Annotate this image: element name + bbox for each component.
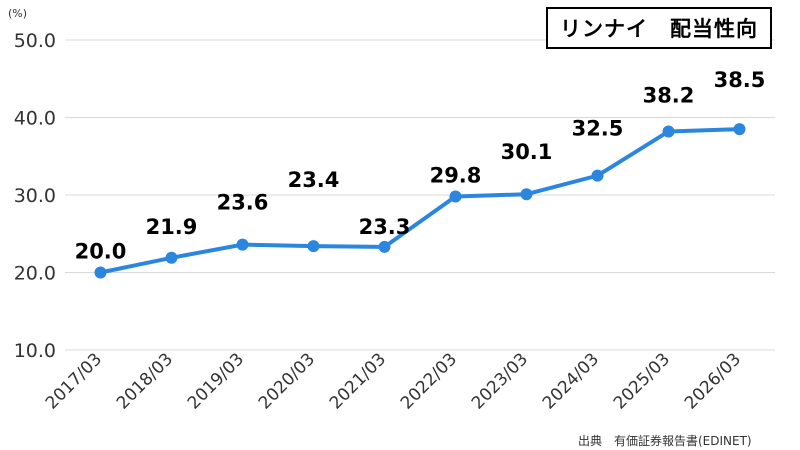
x-tick-label: 2025/03 bbox=[610, 349, 674, 413]
source-note: 出典 有価証券報告書(EDINET) bbox=[578, 434, 752, 448]
data-label: 20.0 bbox=[75, 240, 127, 264]
data-label: 29.8 bbox=[430, 164, 482, 188]
data-point bbox=[520, 188, 533, 201]
y-tick-label: 40.0 bbox=[14, 108, 56, 130]
data-point bbox=[236, 238, 249, 251]
y-tick-label: 20.0 bbox=[14, 263, 56, 285]
y-tick-label: 30.0 bbox=[14, 185, 56, 207]
x-tick-label: 2024/03 bbox=[539, 349, 603, 413]
data-point bbox=[662, 125, 675, 138]
x-tick-label: 2018/03 bbox=[113, 349, 177, 413]
data-point bbox=[591, 169, 604, 182]
x-tick-label: 2026/03 bbox=[681, 349, 745, 413]
y-axis-unit: (%) bbox=[8, 7, 28, 20]
series-line bbox=[98, 127, 742, 275]
data-point bbox=[94, 266, 107, 279]
data-point bbox=[449, 190, 462, 203]
y-tick-label: 50.0 bbox=[14, 30, 56, 52]
data-point bbox=[378, 240, 391, 253]
data-label: 38.5 bbox=[714, 68, 766, 92]
data-label: 21.9 bbox=[146, 215, 198, 239]
x-tick-label: 2019/03 bbox=[184, 349, 248, 413]
data-label: 38.2 bbox=[643, 83, 695, 107]
x-tick-label: 2020/03 bbox=[255, 349, 319, 413]
data-point bbox=[165, 251, 178, 264]
data-point bbox=[307, 240, 320, 253]
x-tick-label: 2021/03 bbox=[326, 349, 390, 413]
data-label: 30.1 bbox=[501, 140, 553, 164]
x-tick-label: 2022/03 bbox=[397, 349, 461, 413]
data-label: 23.4 bbox=[288, 168, 340, 192]
x-tick-label: 2023/03 bbox=[468, 349, 532, 413]
y-tick-label: 10.0 bbox=[14, 340, 56, 362]
data-point bbox=[733, 123, 746, 136]
data-label: 23.3 bbox=[359, 215, 411, 239]
data-label: 23.6 bbox=[217, 191, 269, 215]
data-label: 32.5 bbox=[572, 117, 624, 141]
chart-title: リンナイ 配当性向 bbox=[546, 7, 772, 49]
